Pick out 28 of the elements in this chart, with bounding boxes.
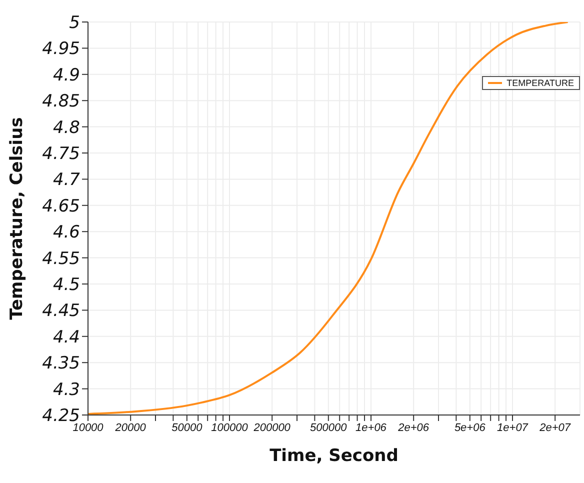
y-tick-label: 4.5: [52, 275, 80, 296]
y-tick-label: 4.9: [52, 65, 80, 86]
y-tick-label: 4.3: [52, 380, 80, 400]
legend-label: TEMPERATURE: [506, 78, 574, 88]
x-tick-label: 100000: [211, 422, 249, 434]
x-tick-label: 50000: [172, 422, 204, 434]
y-tick-label: 4.85: [42, 92, 80, 112]
y-tick-label: 4.35: [42, 354, 80, 374]
y-tick-label: 4.45: [42, 301, 80, 322]
x-tick-label: 2e+07: [538, 422, 572, 434]
x-tick-label: 2e+06: [397, 422, 430, 434]
y-axis-title: Temperature, Celsius: [7, 117, 28, 320]
x-tick-label: 1e+07: [497, 422, 529, 434]
x-tick-label: 1e+06: [356, 422, 388, 434]
y-tick-label: 4.55: [42, 248, 80, 269]
x-tick-label: 5e+06: [454, 422, 486, 434]
x-axis-title: Time, Second: [270, 446, 398, 466]
x-tick-label: 200000: [252, 422, 292, 434]
y-tick-label: 4.4: [52, 327, 80, 348]
y-tick-label: 4.7: [52, 170, 80, 190]
x-tick-label: 20000: [114, 422, 147, 434]
y-tick-label: 4.75: [42, 144, 80, 164]
y-tick-label: 4.8: [52, 118, 80, 138]
y-tick-label: 4.65: [42, 196, 80, 216]
y-tick-label: 4.95: [42, 39, 80, 60]
y-tick-label: 4.6: [52, 222, 80, 243]
y-tick-label: 5: [69, 13, 80, 34]
x-tick-label: 500000: [310, 422, 348, 434]
